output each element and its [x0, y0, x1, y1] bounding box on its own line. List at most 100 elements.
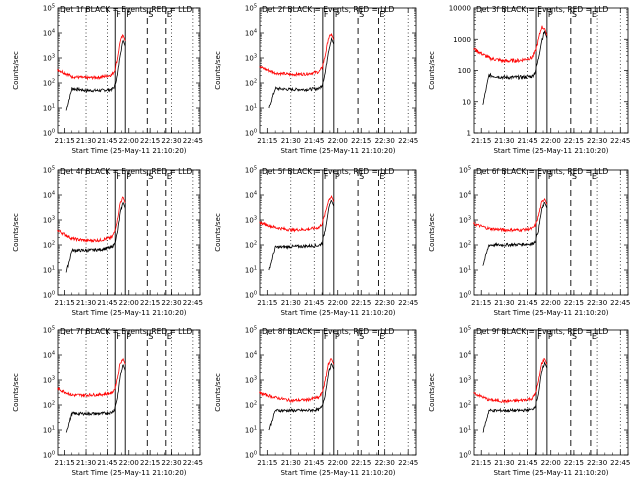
y-tick-label: 105 — [459, 166, 471, 175]
x-tick-label: 22:15 — [564, 459, 584, 467]
y-tick-label: 10000 — [449, 5, 471, 13]
x-tick-label: 21:15 — [257, 459, 277, 467]
y-tick-label: 103 — [245, 54, 257, 63]
x-axis-label: Start Time (25-May-11 21:10:20) — [280, 147, 395, 155]
x-tick-label: 22:30 — [587, 137, 607, 145]
y-tick-label: 101 — [43, 266, 55, 275]
events-series-line — [268, 199, 335, 271]
x-tick-label: 21:30 — [281, 137, 301, 145]
y-tick-label: 103 — [43, 216, 55, 225]
y-tick-label: 101 — [43, 104, 55, 113]
x-tick-label: 21:45 — [517, 299, 537, 307]
marker-label: E — [592, 172, 597, 181]
marker-label: S — [148, 172, 153, 181]
y-tick-label: 102 — [43, 241, 55, 250]
panel-title: Det 9f BLACK = Events, RED = LLD — [476, 327, 609, 336]
y-tick-label: 102 — [43, 401, 55, 410]
x-tick-label: 21:30 — [281, 459, 301, 467]
marker-label: F — [324, 172, 329, 181]
y-tick-label: 100 — [458, 67, 471, 75]
marker-label: E — [167, 172, 172, 181]
x-tick-label: 22:00 — [541, 459, 561, 467]
y-tick-label: 104 — [245, 351, 257, 360]
x-tick-label: 22:30 — [375, 137, 395, 145]
x-tick-label: 21:45 — [304, 137, 324, 145]
x-tick-label: 21:15 — [55, 459, 75, 467]
events-series-line — [482, 29, 548, 105]
x-tick-label: 21:15 — [55, 299, 75, 307]
events-series-line — [268, 36, 335, 109]
lld-series-line — [473, 25, 548, 64]
x-tick-label: 21:45 — [304, 459, 324, 467]
x-axis-label: Start Time (25-May-11 21:10:20) — [493, 309, 608, 317]
x-tick-label: 21:15 — [257, 137, 277, 145]
y-tick-label: 103 — [459, 216, 471, 225]
marker-label: S — [359, 332, 364, 341]
panel-7: Det 7f BLACK = Events, RED = LLD 100 101 10… — [12, 326, 203, 478]
y-axis-label: Counts/sec — [428, 51, 436, 90]
x-tick-label: 22:45 — [183, 459, 203, 467]
lld-series-line — [259, 32, 335, 77]
x-tick-label: 22:00 — [119, 299, 139, 307]
x-tick-label: 22:30 — [587, 459, 607, 467]
x-tick-label: 21:45 — [97, 459, 117, 467]
panel-8: Det 8f BLACK = Events, RED = LLD 100 101 10… — [214, 326, 418, 478]
marker-label: P — [335, 172, 340, 181]
panel-2: Det 2f BLACK = Events, RED = LLD 100 101 10… — [214, 4, 418, 156]
marker-label: F — [116, 172, 121, 181]
x-axis-label: Start Time (25-May-11 21:10:20) — [71, 469, 186, 477]
marker-label: S — [148, 10, 153, 19]
x-tick-label: 22:15 — [564, 299, 584, 307]
x-tick-label: 21:30 — [281, 299, 301, 307]
marker-label: E — [592, 332, 597, 341]
y-tick-label: 104 — [459, 191, 471, 200]
y-axis-label: Counts/sec — [214, 51, 222, 90]
y-tick-label: 103 — [43, 376, 55, 385]
lld-series-line — [57, 357, 126, 398]
x-axis-label: Start Time (25-May-11 21:10:20) — [493, 147, 608, 155]
x-tick-label: 22:00 — [328, 459, 348, 467]
x-tick-label: 22:45 — [610, 459, 630, 467]
y-tick-label: 1000 — [453, 36, 471, 44]
panel-5: Det 5f BLACK = Events, RED = LLD 100 101 10… — [214, 166, 418, 318]
x-tick-label: 22:15 — [140, 459, 160, 467]
y-tick-label: 103 — [245, 376, 257, 385]
y-tick-label: 100 — [245, 129, 257, 138]
x-tick-label: 21:45 — [517, 137, 537, 145]
marker-label: S — [572, 10, 577, 19]
x-axis-label: Start Time (25-May-11 21:10:20) — [280, 469, 395, 477]
panel-title: Det 1f BLACK = Events, RED = LLD — [60, 5, 193, 14]
panel-title: Det 7f BLACK = Events, RED = LLD — [60, 327, 193, 336]
plot-frame — [473, 329, 629, 456]
plot-frame — [259, 169, 417, 296]
y-tick-label: 104 — [43, 191, 55, 200]
y-tick-label: 103 — [245, 216, 257, 225]
y-tick-label: 100 — [43, 129, 55, 138]
y-tick-label: 102 — [245, 79, 257, 88]
marker-label: E — [592, 10, 597, 19]
x-tick-label: 22:15 — [140, 137, 160, 145]
x-axis-label: Start Time (25-May-11 21:10:20) — [493, 469, 608, 477]
x-tick-label: 22:30 — [375, 299, 395, 307]
y-tick-label: 105 — [245, 326, 257, 335]
x-tick-label: 22:45 — [183, 299, 203, 307]
x-tick-label: 22:00 — [119, 137, 139, 145]
x-axis-label: Start Time (25-May-11 21:10:20) — [71, 147, 186, 155]
x-tick-label: 21:30 — [76, 459, 96, 467]
marker-label: S — [148, 332, 153, 341]
x-tick-label: 21:45 — [304, 299, 324, 307]
y-axis-label: Counts/sec — [214, 213, 222, 252]
marker-label: F — [537, 10, 542, 19]
panel-4: Det 4f BLACK = Events, RED = LLD 100 101 10… — [12, 166, 203, 318]
y-tick-label: 101 — [245, 104, 257, 113]
marker-label: P — [126, 332, 131, 341]
y-tick-label: 102 — [245, 241, 257, 250]
marker-label: P — [548, 10, 553, 19]
y-tick-label: 105 — [245, 4, 257, 13]
x-tick-label: 22:30 — [375, 459, 395, 467]
events-series-line — [268, 362, 335, 431]
y-axis-label: Counts/sec — [12, 373, 20, 412]
events-series-line — [482, 202, 548, 266]
y-tick-label: 104 — [459, 351, 471, 360]
